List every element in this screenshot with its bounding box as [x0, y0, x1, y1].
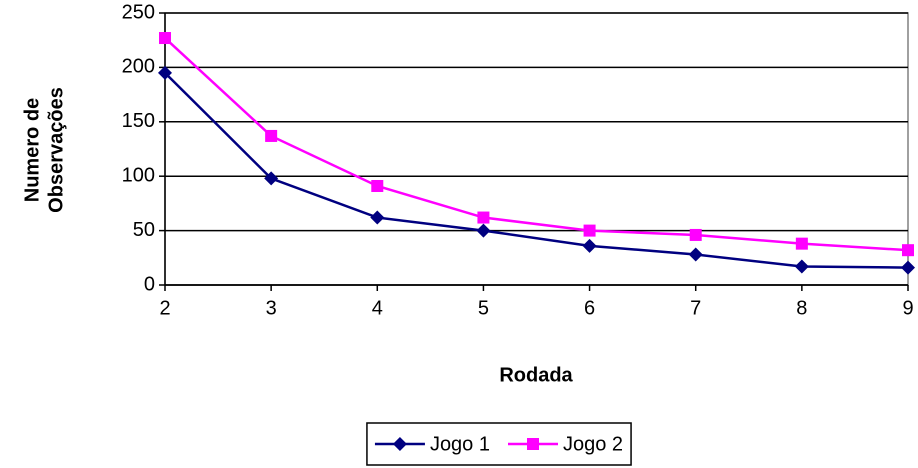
x-axis-title: Rodada [499, 364, 573, 386]
marker [159, 32, 171, 45]
x-tick-label: 9 [902, 297, 913, 319]
y-axis-title: Numero de Observações [21, 87, 67, 213]
y-axis-title-line: Observações [45, 87, 67, 213]
marker [371, 179, 384, 192]
marker [264, 171, 279, 186]
y-axis-title-line: Numero de [21, 98, 43, 202]
x-tick-label: 3 [266, 297, 277, 319]
x-tick-label: 2 [159, 297, 170, 319]
legend-marker [527, 438, 539, 450]
marker [477, 211, 490, 224]
x-tick-label: 4 [372, 297, 383, 319]
legend-label: Jogo 1 [430, 433, 490, 455]
marker [476, 223, 491, 238]
legend: Jogo 1 Jogo 2 [366, 422, 632, 466]
marker [901, 260, 915, 275]
marker [689, 228, 702, 241]
x-tick-label: 5 [478, 297, 489, 319]
series-line [164, 71, 909, 269]
x-tick-label: 7 [690, 297, 701, 319]
marker [582, 238, 597, 253]
legend-marker [392, 437, 407, 451]
y-tick-label: 50 [133, 219, 155, 241]
legend-label: Jogo 2 [563, 433, 623, 455]
marker [795, 237, 808, 250]
marker [370, 210, 385, 225]
y-tick-label: 250 [122, 1, 155, 23]
x-tick-label: 6 [584, 297, 595, 319]
marker [158, 65, 172, 80]
y-tick-label: 150 [122, 110, 155, 132]
marker [688, 247, 703, 262]
marker [583, 224, 596, 237]
series-line [164, 37, 909, 252]
marker [265, 129, 278, 142]
marker [902, 244, 914, 257]
y-tick-label: 0 [144, 273, 155, 295]
marker [794, 259, 809, 274]
x-tick-label: 8 [796, 297, 807, 319]
y-tick-label: 100 [122, 164, 155, 186]
y-tick-label: 200 [122, 56, 155, 78]
